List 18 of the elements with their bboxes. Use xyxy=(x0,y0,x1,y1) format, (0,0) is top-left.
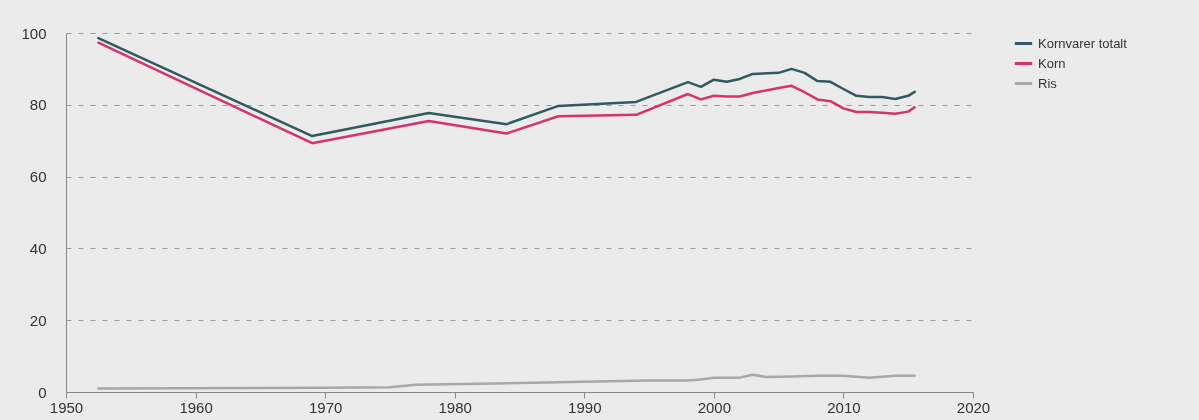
line-series xyxy=(97,373,916,390)
x-tick-label: 2000 xyxy=(697,398,732,416)
x-tick-label: 2020 xyxy=(956,398,991,416)
x-tick-label: 1970 xyxy=(308,398,343,416)
y-tick-label: 0 xyxy=(38,383,47,401)
x-tick-label: 1950 xyxy=(49,398,84,416)
legend-label: Ris xyxy=(1038,75,1058,91)
x-tick-label: 1960 xyxy=(179,398,213,416)
x-tick-label: 2010 xyxy=(827,398,861,416)
y-tick-label: 20 xyxy=(29,311,47,329)
y-tick-label: 40 xyxy=(29,239,47,257)
y-tick-label: 100 xyxy=(21,24,47,42)
legend-label: Kornvarer totalt xyxy=(1038,35,1128,51)
legend-label: Korn xyxy=(1038,55,1066,71)
x-tick-label: 1980 xyxy=(438,398,472,416)
y-tick-label: 60 xyxy=(29,168,47,186)
x-tick-label: 1990 xyxy=(568,398,602,416)
y-tick-label: 80 xyxy=(29,96,47,114)
